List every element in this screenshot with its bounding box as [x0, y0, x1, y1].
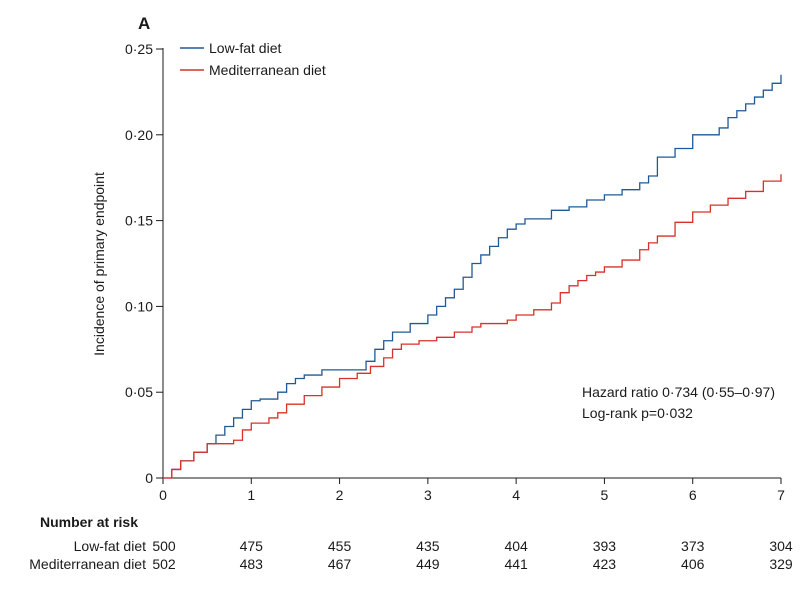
risk-value: 500	[152, 538, 176, 554]
risk-value: 449	[416, 556, 440, 572]
y-tick-label: 0·10	[125, 298, 153, 314]
risk-row-label: Low-fat diet	[74, 538, 146, 554]
risk-value: 467	[328, 556, 352, 572]
legend-label: Low-fat diet	[209, 40, 281, 56]
y-tick-label: 0·15	[125, 213, 153, 229]
risk-value: 423	[593, 556, 617, 572]
log-rank-annotation: Log-rank p=0·032	[582, 405, 693, 421]
x-tick-label: 7	[777, 487, 785, 503]
y-tick-label: 0·05	[125, 384, 153, 400]
risk-value: 435	[416, 538, 440, 554]
legend-label: Mediterranean diet	[209, 62, 326, 78]
risk-value: 455	[328, 538, 352, 554]
series-lines	[163, 74, 782, 479]
x-tick-label: 1	[247, 487, 255, 503]
hazard-ratio-annotation: Hazard ratio 0·734 (0·55–0·97)	[582, 384, 775, 400]
axes: 0 0·05 0·10 0·15 0·20 0·25 0 1 2 3 4 5 6 7	[125, 41, 785, 503]
risk-value: 373	[681, 538, 705, 554]
x-tick-label: 6	[689, 487, 697, 503]
risk-value: 502	[152, 556, 176, 572]
x-tick-label: 4	[512, 487, 520, 503]
risk-value: 475	[240, 538, 264, 554]
panel-label: A	[138, 14, 150, 33]
y-tick-label: 0·25	[125, 41, 153, 57]
risk-value: 329	[769, 556, 793, 572]
risk-value: 483	[240, 556, 264, 572]
y-tick-label: 0·20	[125, 127, 153, 143]
legend: Low-fat diet Mediterranean diet	[180, 40, 326, 78]
series-line-low-fat	[163, 74, 782, 479]
x-tick-label: 5	[601, 487, 609, 503]
y-axis-title: Incidence of primary endpoint	[91, 172, 107, 356]
risk-table: Number at risk Low-fat diet 500 475 455 435 4…	[29, 514, 793, 572]
x-tick-label: 3	[424, 487, 432, 503]
risk-row-label: Mediterranean diet	[29, 556, 146, 572]
x-tick-label: 2	[336, 487, 344, 503]
risk-value: 441	[504, 556, 528, 572]
x-tick-label: 0	[159, 487, 167, 503]
risk-value: 406	[681, 556, 705, 572]
y-tick-label: 0	[145, 470, 153, 486]
annotation: Hazard ratio 0·734 (0·55–0·97) Log-rank …	[582, 384, 775, 421]
risk-value: 393	[593, 538, 617, 554]
risk-value: 404	[504, 538, 528, 554]
series-line-mediterranean	[163, 174, 782, 479]
risk-table-title: Number at risk	[40, 514, 138, 530]
risk-value: 304	[769, 538, 793, 554]
